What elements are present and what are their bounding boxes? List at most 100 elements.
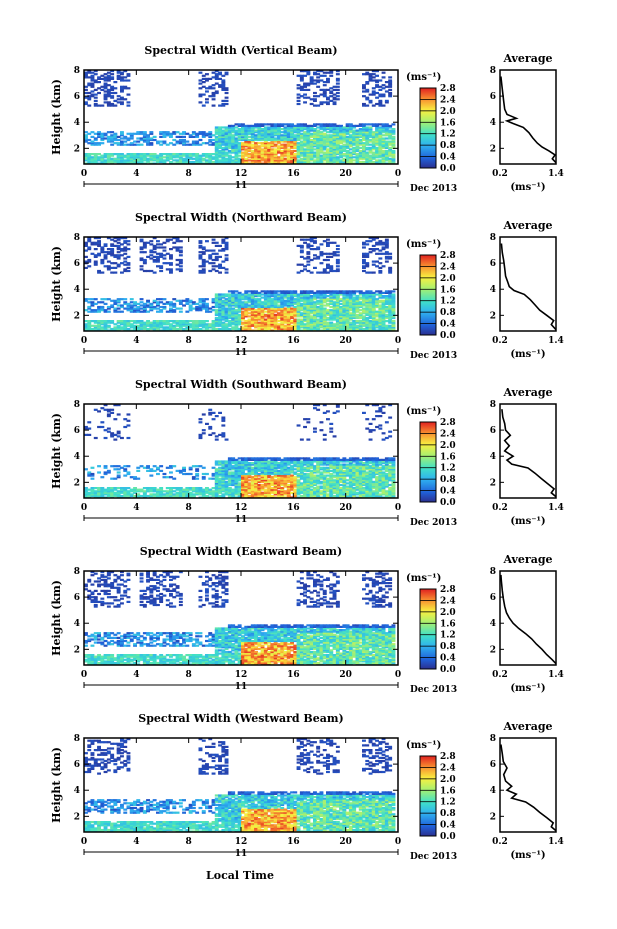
- heatmap-cell: [208, 85, 213, 88]
- heatmap-cell: [326, 298, 330, 301]
- heatmap-cell: [339, 142, 343, 145]
- heatmap-cell: [123, 298, 128, 301]
- heatmap-cell: [214, 131, 219, 134]
- heatmap-cell: [368, 93, 373, 96]
- heatmap-cell: [218, 160, 222, 164]
- heatmap-cell: [345, 295, 350, 298]
- heatmap-cell: [198, 101, 203, 104]
- heatmap-cell: [97, 241, 101, 244]
- heatmap-cell: [277, 146, 281, 149]
- heatmap-cell: [149, 474, 154, 477]
- heatmap-cell: [116, 98, 121, 101]
- heatmap-cell: [247, 295, 252, 298]
- heatmap-cell: [214, 477, 219, 480]
- heatmap-cell: [224, 146, 229, 149]
- heatmap-cell: [309, 312, 314, 315]
- heatmap-cell: [120, 327, 124, 331]
- heatmap-cell: [231, 315, 236, 318]
- heatmap-cell: [313, 71, 317, 74]
- heatmap-cell: [299, 142, 304, 145]
- heatmap-cell: [270, 315, 275, 318]
- heatmap-cell: [87, 91, 92, 95]
- heatmap-cell: [224, 474, 229, 477]
- heatmap-cell: [355, 324, 360, 327]
- heatmap-cell: [191, 324, 196, 327]
- heatmap-cell: [319, 159, 324, 162]
- heatmap-cell: [345, 149, 350, 153]
- heatmap-cell: [234, 143, 239, 146]
- heatmap-cell: [185, 323, 190, 326]
- heatmap-cell: [237, 457, 242, 460]
- heatmap-cell: [116, 487, 121, 490]
- heatmap-cell: [371, 137, 376, 140]
- heatmap-cell: [283, 145, 288, 148]
- heatmap-cell: [368, 296, 373, 299]
- heatmap-cell: [273, 134, 278, 137]
- heatmap-cell: [211, 432, 216, 435]
- colorbar: [419, 87, 437, 169]
- heatmap-cell: [283, 149, 288, 153]
- heatmap-cell: [270, 151, 275, 154]
- heatmap-cell: [326, 101, 330, 104]
- heatmap-cell: [214, 316, 219, 320]
- heatmap-cell: [286, 132, 291, 135]
- heatmap-cell: [106, 237, 111, 240]
- heatmap-cell: [342, 131, 347, 134]
- heatmap-cell: [182, 323, 186, 326]
- heatmap-cell: [214, 269, 219, 273]
- heatmap-cell: [345, 135, 350, 138]
- heatmap-cell: [313, 153, 317, 156]
- heatmap-cell: [214, 483, 219, 487]
- heatmap-cell: [87, 157, 92, 160]
- heatmap-cell: [234, 159, 239, 162]
- heatmap-cell: [384, 260, 389, 263]
- heatmap-cell: [126, 493, 131, 496]
- heatmap-cell: [345, 298, 350, 301]
- heatmap-cell: [335, 149, 340, 153]
- heatmap-cell: [368, 305, 373, 309]
- heatmap-cell: [106, 491, 111, 494]
- heatmap-cell: [231, 126, 236, 129]
- heatmap-cell: [299, 295, 304, 298]
- heatmap-cell: [378, 252, 383, 255]
- heatmap-cell: [149, 309, 154, 312]
- heatmap-cell: [293, 159, 298, 162]
- heatmap-cell: [260, 131, 265, 134]
- heatmap-cell: [270, 295, 275, 298]
- heatmap-cell: [342, 301, 347, 304]
- heatmap-cell: [100, 493, 105, 496]
- heatmap-cell: [332, 124, 337, 127]
- heatmap-cell: [208, 138, 213, 142]
- heatmap-cell: [371, 307, 376, 310]
- heatmap-cell: [133, 156, 137, 159]
- heatmap-cell: [283, 146, 288, 149]
- heatmap-cell: [247, 156, 252, 159]
- heatmap-cell: [319, 262, 324, 265]
- heatmap-cell: [388, 93, 393, 96]
- heatmap-cell: [178, 302, 183, 305]
- heatmap-cell: [371, 143, 376, 146]
- heatmap-cell: [221, 309, 226, 312]
- heatmap-cell: [234, 299, 239, 302]
- heatmap-cell: [322, 315, 327, 318]
- heatmap-cell: [335, 315, 340, 318]
- heatmap-cell: [110, 251, 115, 254]
- heatmap-cell: [339, 137, 343, 140]
- heatmap-cell: [381, 318, 386, 321]
- heatmap-cell: [93, 494, 98, 498]
- heatmap-cell: [391, 159, 396, 162]
- heatmap-cell: [146, 153, 150, 156]
- heatmap-cell: [100, 321, 105, 324]
- heatmap-cell: [335, 313, 340, 316]
- heatmap-cell: [162, 246, 167, 249]
- heatmap-cell: [165, 466, 170, 469]
- heatmap-cell: [133, 327, 137, 331]
- heatmap-cell: [227, 463, 232, 466]
- heatmap-cell: [309, 154, 314, 157]
- heatmap-cell: [339, 156, 343, 159]
- heatmap-cell: [313, 104, 317, 107]
- heatmap-cell: [182, 142, 186, 145]
- heatmap-cell: [283, 134, 288, 137]
- heatmap-cell: [136, 496, 141, 498]
- heatmap-cell: [224, 326, 229, 329]
